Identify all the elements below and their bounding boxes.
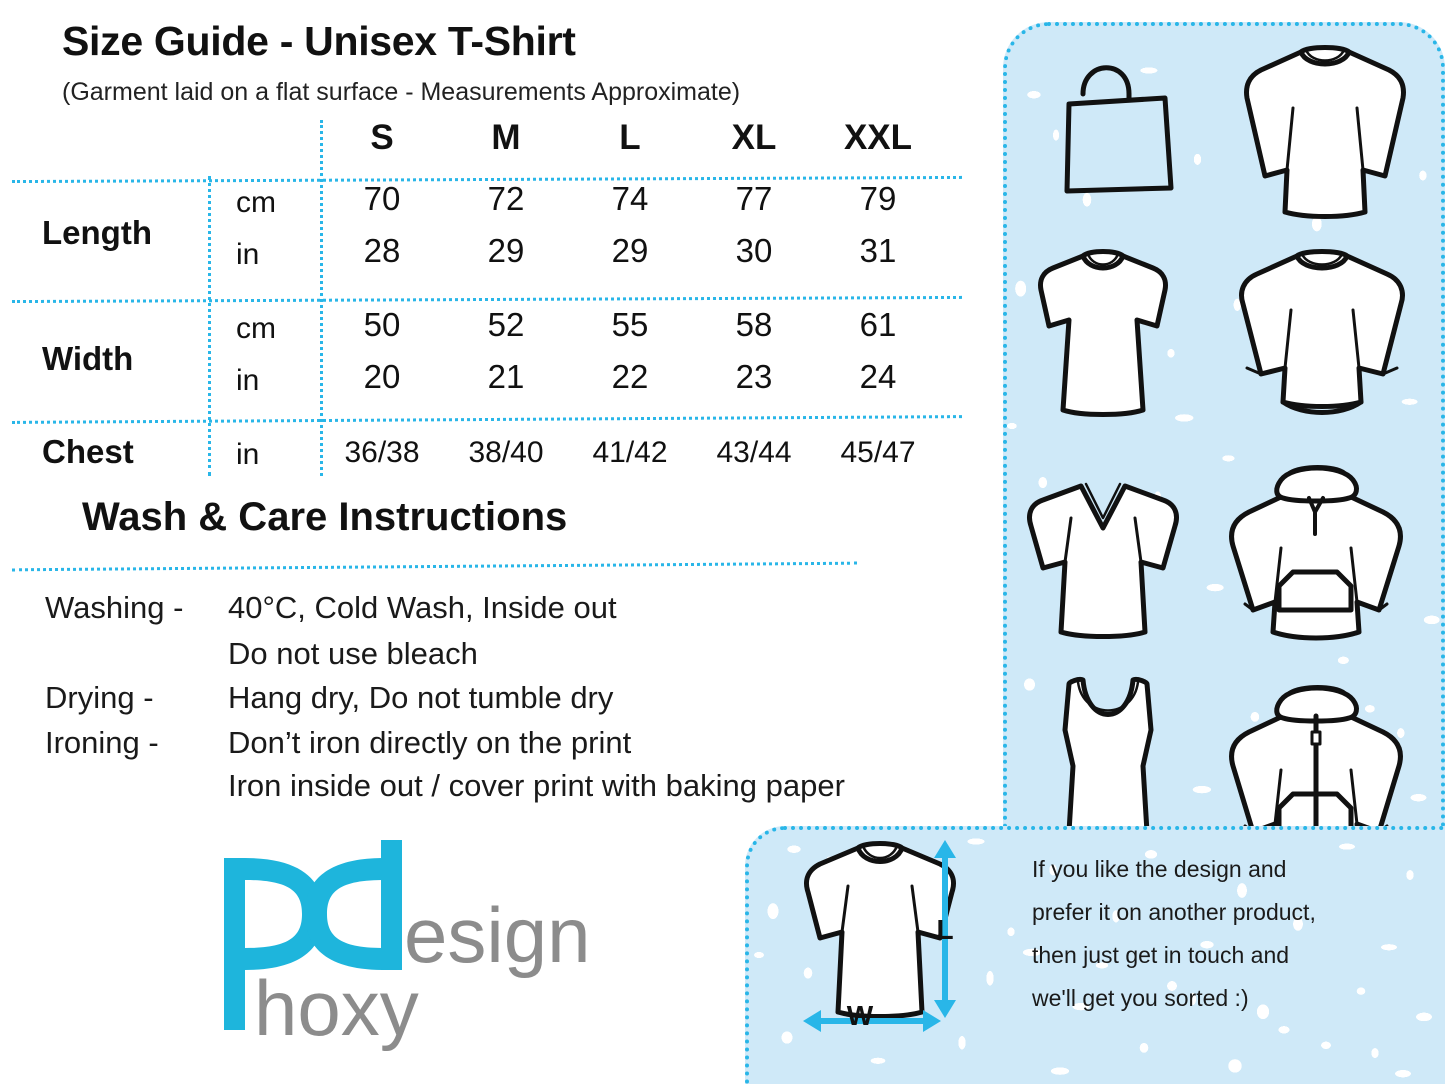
row-label-chest: Chest (42, 433, 134, 470)
width-dimension-arrow-icon (803, 1008, 941, 1039)
width-cm-m: 52 (487, 306, 525, 343)
width-in-s: 20 (363, 358, 401, 395)
length-cm-l: 74 (611, 180, 649, 217)
size-guide-content: Size Guide - Unisex T-Shirt (Garment lai… (0, 18, 975, 1055)
table-rule-data-col (320, 120, 323, 476)
wash-care-underline (12, 561, 857, 572)
row-label-length: Length (42, 214, 152, 251)
zip-hoodie-icon (1217, 680, 1413, 830)
width-in-xl: 23 (735, 358, 773, 395)
garment-illustrations-panel (1003, 22, 1445, 830)
page-subtitle: (Garment laid on a flat surface - Measur… (62, 78, 741, 106)
chest-in-m: 38/40 (468, 436, 544, 469)
length-in-xxl: 31 (859, 232, 897, 269)
care-value-ironing-1: Don’t iron directly on the print (228, 725, 632, 760)
care-value-drying-1: Hang dry, Do not tumble dry (228, 680, 614, 715)
care-label-drying: Drying - (45, 680, 154, 715)
unit-length-in: in (236, 238, 260, 271)
length-dimension-label: L (936, 914, 954, 945)
unit-length-cm: cm (236, 186, 276, 219)
length-cm-xl: 77 (735, 180, 773, 217)
length-cm-s: 70 (363, 180, 401, 217)
length-dimension-arrow-icon (931, 840, 959, 1023)
care-value-ironing-2: Iron inside out / cover print with bakin… (228, 768, 845, 803)
long-sleeve-tee-icon (1235, 36, 1415, 224)
length-in-l: 29 (611, 232, 649, 269)
v-neck-tee-icon (1023, 472, 1183, 644)
chest-in-xl: 43/44 (716, 436, 792, 469)
promo-text-block: If you like the design and prefer it on … (1032, 848, 1422, 1020)
wash-care-title: Wash & Care Instructions (82, 495, 568, 539)
pullover-hoodie-icon (1217, 460, 1413, 648)
width-cm-l: 55 (611, 306, 649, 343)
data-row-chest-in: 36/38 38/40 41/42 43/44 45/47 (320, 436, 940, 470)
length-cm-xxl: 79 (859, 180, 897, 217)
width-dimension-label: W (846, 1000, 874, 1031)
table-rule-mid-1 (11, 295, 963, 304)
care-label-washing: Washing - (45, 590, 184, 625)
row-label-width: Width (42, 340, 134, 377)
chest-in-s: 36/38 (344, 436, 420, 469)
data-row-width-in: 20 21 22 23 24 (320, 358, 940, 396)
care-label-ironing: Ironing - (45, 725, 159, 760)
size-header-s: S (370, 118, 394, 157)
promo-line-1: If you like the design and (1032, 856, 1287, 882)
ladies-fitted-tee-icon (1033, 242, 1173, 422)
width-cm-s: 50 (363, 306, 401, 343)
table-rule-unit-col (208, 176, 211, 476)
length-in-m: 29 (487, 232, 525, 269)
width-in-xxl: 24 (859, 358, 897, 395)
brand-logo: esign hoxy (218, 840, 618, 1055)
tote-bag-icon (1061, 52, 1176, 194)
promo-line-3: then just get in touch and (1032, 942, 1290, 968)
measurement-and-promo-panel: L W If you like the design and prefer it… (745, 826, 1445, 1084)
length-in-xl: 30 (735, 232, 773, 269)
width-cm-xl: 58 (735, 306, 773, 343)
sweatshirt-icon (1229, 240, 1415, 430)
table-rule-mid-2 (11, 415, 963, 424)
unit-chest-in: in (236, 438, 260, 471)
width-in-m: 21 (487, 358, 525, 395)
care-value-washing-1: 40°C, Cold Wash, Inside out (228, 590, 617, 625)
svg-text:esign: esign (404, 891, 590, 979)
width-cm-xxl: 61 (859, 306, 897, 343)
t-shirt-outline-icon (800, 834, 960, 1031)
promo-line-2: prefer it on another product, (1032, 899, 1316, 925)
width-in-l: 22 (611, 358, 649, 395)
care-value-washing-2: Do not use bleach (228, 636, 478, 671)
unit-width-in: in (236, 364, 260, 397)
unit-width-cm: cm (236, 312, 276, 345)
size-header-l: L (619, 118, 641, 157)
page-title: Size Guide - Unisex T-Shirt (62, 18, 576, 64)
chest-in-xxl: 45/47 (840, 436, 916, 469)
chest-in-l: 41/42 (592, 436, 668, 469)
data-row-length-in: 28 29 29 30 31 (320, 232, 940, 270)
size-chart-table: S M L XL XXL Length cm in 70 72 74 77 79… (0, 118, 975, 488)
size-header-m: M (491, 118, 521, 157)
length-cm-m: 72 (487, 180, 525, 217)
data-row-width-cm: 50 52 55 58 61 (320, 306, 940, 344)
size-header-row: S M L XL XXL (320, 118, 940, 166)
svg-text:hoxy: hoxy (254, 964, 419, 1052)
size-header-xxl: XXL (843, 118, 913, 157)
promo-line-4: we'll get you sorted :) (1032, 985, 1249, 1011)
size-header-xl: XL (731, 118, 777, 157)
data-row-length-cm: 70 72 74 77 79 (320, 180, 940, 218)
vest-tank-top-icon (1047, 670, 1169, 830)
length-in-s: 28 (363, 232, 401, 269)
